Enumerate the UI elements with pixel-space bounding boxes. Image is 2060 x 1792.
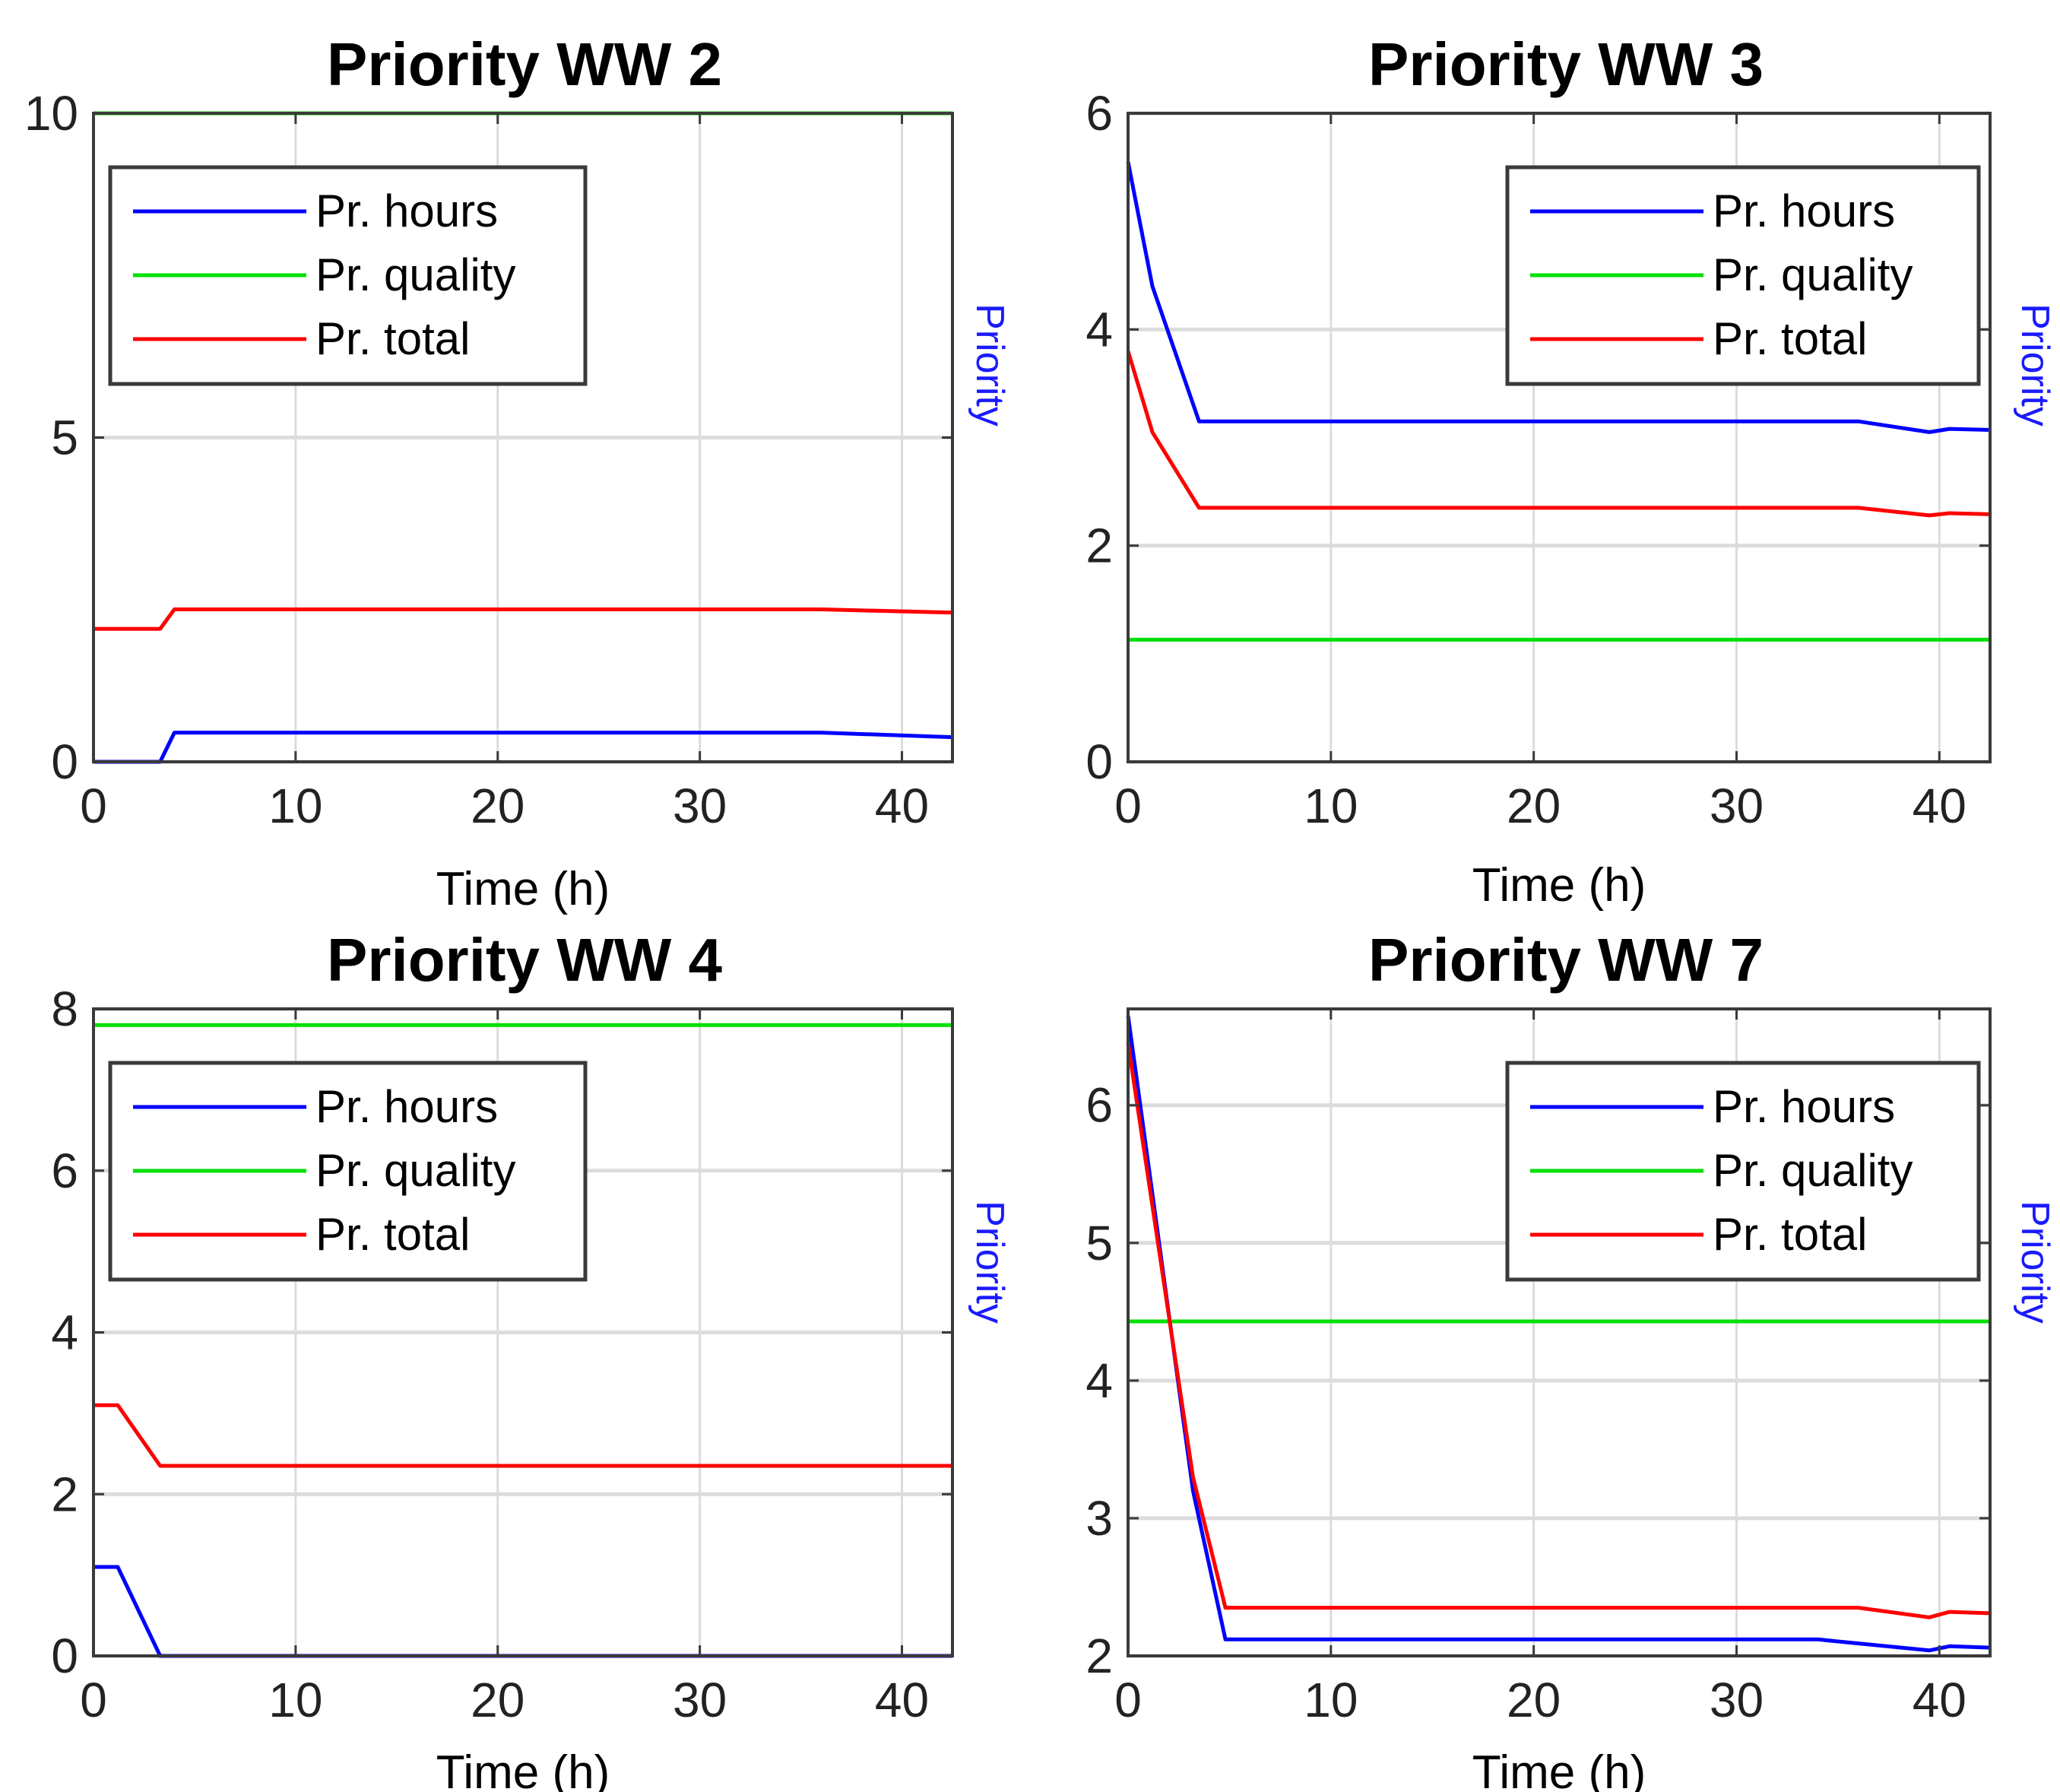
y-tick-label: 6 [1085, 1078, 1113, 1133]
y-tick-label: 10 [24, 86, 78, 141]
x-tick-label: 10 [268, 779, 322, 833]
x-tick-label: 0 [1114, 1673, 1142, 1727]
x-tick-label: 20 [1507, 1673, 1561, 1727]
x-tick-label: 40 [875, 1673, 929, 1727]
y-tick-label: 0 [51, 1629, 78, 1683]
legend-entry-label: Pr. hours [315, 1081, 498, 1132]
series-line-pr-total [1126, 1042, 1991, 1619]
legend-entry-label: Pr. quality [1713, 249, 1913, 300]
legend-entry-label: Pr. total [315, 313, 470, 364]
x-tick-label: 10 [1304, 1673, 1358, 1727]
series-line-pr-hours [1126, 1015, 1991, 1653]
x-tick-label: 20 [471, 779, 525, 833]
x-axis-label: Time (h) [1472, 859, 1646, 912]
legend: Pr. hours Pr. quality Pr. total [1505, 165, 1981, 386]
y-tick-label: 4 [51, 1305, 78, 1360]
x-tick-label: 40 [1913, 779, 1967, 833]
y-tick-label: 2 [1085, 519, 1113, 573]
legend: Pr. hours Pr. quality Pr. total [108, 165, 588, 386]
y-tick-label: 3 [1085, 1491, 1113, 1546]
y-axis-label: Priority [968, 1200, 1012, 1324]
legend-entry-label: Pr. hours [1713, 1081, 1895, 1132]
x-tick-label: 10 [1304, 779, 1358, 833]
legend-entry-label: Pr. total [315, 1209, 470, 1260]
chart-panel-2: 0 10 20 30 40 0 2 4 6 Priority WW 3 Time (h) Priori… [1085, 30, 2057, 912]
chart-panel-4: 0 10 20 30 40 2 3 4 5 6 Priority WW 7 Time (h) Prior… [1085, 926, 2057, 1792]
y-tick-label: 8 [51, 982, 78, 1036]
series-line-pr-total [93, 607, 953, 631]
x-tick-label: 10 [268, 1673, 322, 1727]
x-tick-label: 0 [1114, 779, 1142, 833]
series-line-pr-hours [1126, 161, 1991, 434]
legend-entry-label: Pr. hours [315, 186, 498, 236]
x-axis-label: Time (h) [436, 1746, 610, 1792]
series-line-pr-total [1126, 350, 1991, 518]
y-tick-label: 2 [1085, 1629, 1113, 1683]
y-tick-label: 2 [51, 1467, 78, 1521]
x-tick-label: 30 [1710, 1673, 1764, 1727]
axes-box [1127, 112, 1992, 763]
x-tick-label: 0 [80, 779, 107, 833]
x-tick-label: 40 [1913, 1673, 1967, 1727]
y-tick-label: 6 [1085, 86, 1113, 141]
y-tick-label: 5 [1085, 1216, 1113, 1270]
legend-entry-label: Pr. hours [1713, 186, 1895, 236]
chart-title: Priority WW 7 [1368, 926, 1764, 994]
legend-entry-label: Pr. quality [1713, 1145, 1913, 1196]
chart-panel-1: 0 10 20 30 40 0 5 10 Priority WW 2 Time (h) Priori… [24, 30, 1012, 915]
legend: Pr. hours Pr. quality Pr. total [108, 1061, 588, 1282]
chart-title: Priority WW 2 [327, 30, 722, 98]
x-tick-label: 20 [1507, 779, 1561, 833]
y-tick-label: 0 [51, 734, 78, 789]
x-axis-label: Time (h) [1472, 1746, 1646, 1792]
legend-entry-label: Pr. total [1713, 313, 1867, 364]
x-tick-label: 40 [875, 779, 929, 833]
x-tick-label: 30 [1710, 779, 1764, 833]
x-axis-label: Time (h) [436, 863, 610, 915]
y-tick-label: 5 [51, 411, 78, 465]
legend-entry-label: Pr. quality [315, 1145, 515, 1196]
x-tick-label: 0 [80, 1673, 107, 1727]
axes-box [1127, 1007, 1992, 1657]
y-tick-label: 0 [1085, 734, 1113, 789]
x-tick-label: 30 [673, 779, 727, 833]
y-tick-label: 4 [1085, 1353, 1113, 1408]
legend-entry-label: Pr. quality [315, 249, 515, 300]
series-line-pr-total [93, 1403, 952, 1468]
x-tick-label: 30 [673, 1673, 727, 1727]
x-tick-label: 20 [471, 1673, 525, 1727]
chart-title: Priority WW 3 [1368, 30, 1764, 98]
legend-entry-label: Pr. total [1713, 1209, 1867, 1260]
chart-panel-3: 0 10 20 30 40 0 2 4 6 8 Priority WW 4 Time (h) Prior… [51, 926, 1012, 1792]
y-tick-label: 4 [1085, 302, 1113, 357]
chart-title: Priority WW 4 [327, 926, 723, 994]
y-axis-label: Priority [968, 303, 1012, 427]
y-axis-label: Priority [2013, 303, 2057, 427]
legend: Pr. hours Pr. quality Pr. total [1505, 1061, 1981, 1282]
y-tick-label: 6 [51, 1143, 78, 1198]
y-axis-label: Priority [2013, 1200, 2057, 1324]
